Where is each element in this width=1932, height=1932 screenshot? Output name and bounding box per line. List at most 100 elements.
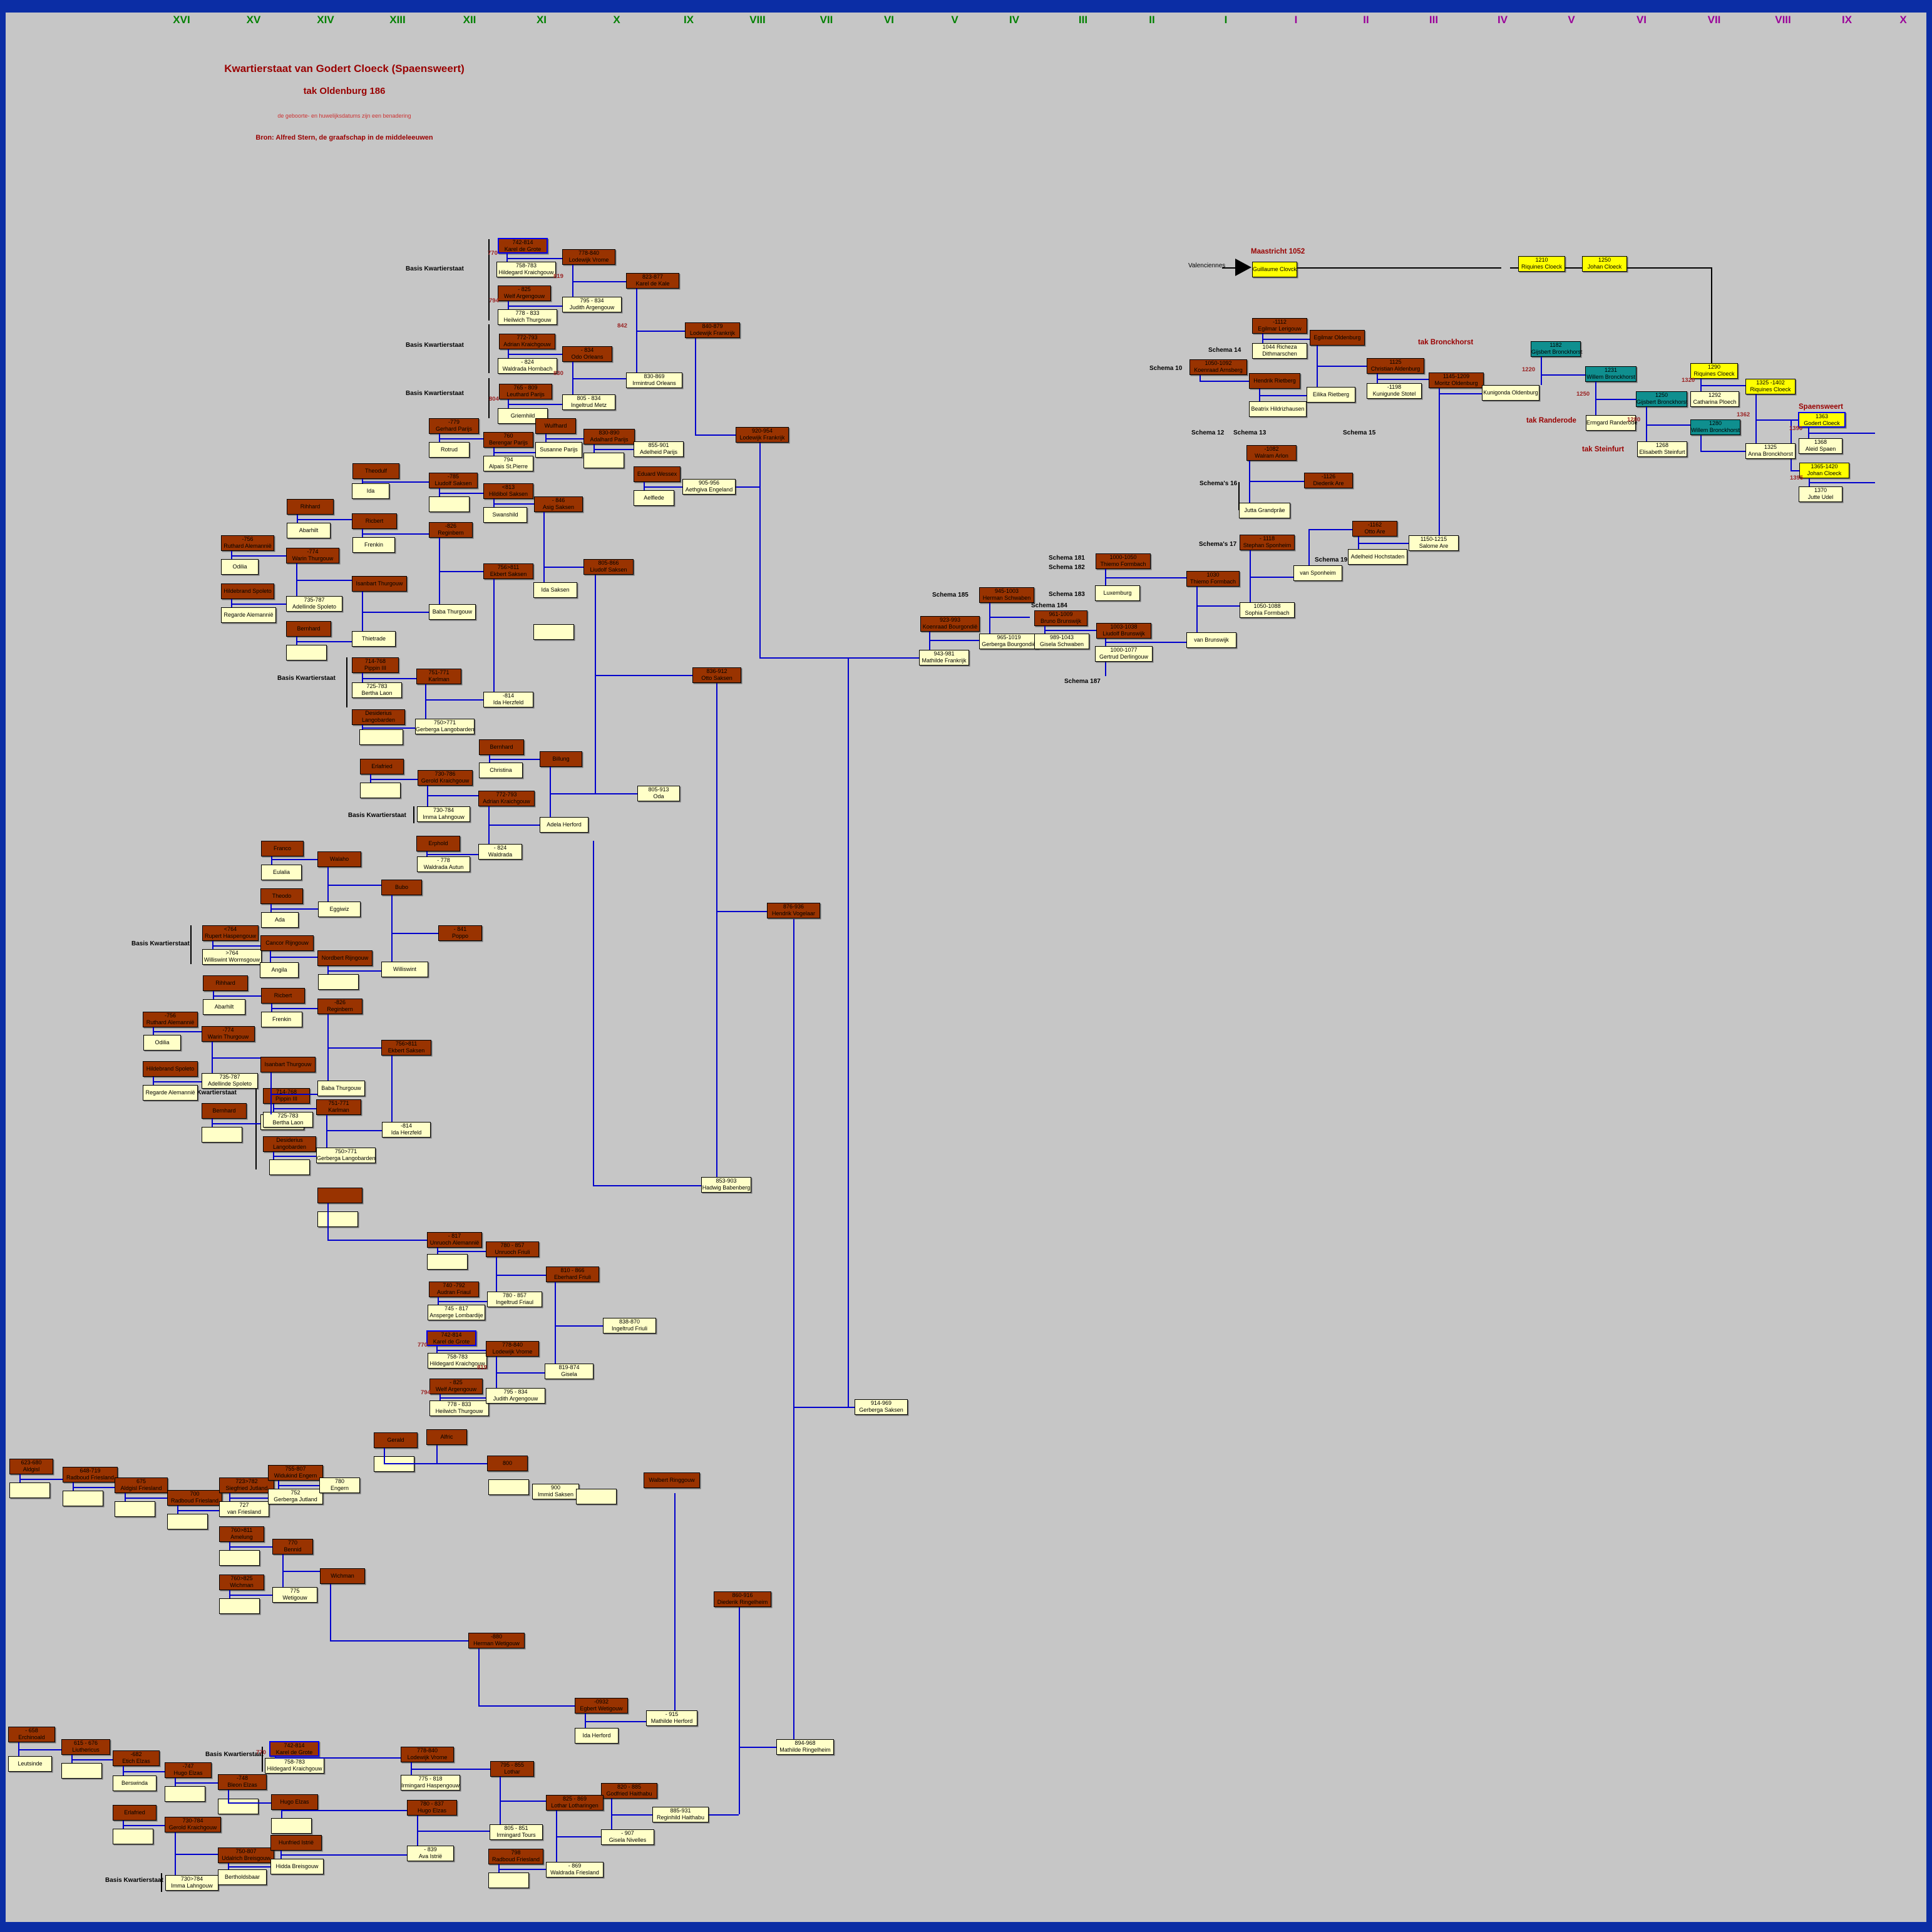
person-name: Theodo — [272, 893, 292, 899]
person-dates: 805-866 — [598, 560, 619, 566]
person-dates: 742-814 — [441, 1332, 462, 1338]
person-dates: 760>811 — [230, 1527, 253, 1533]
person-dates: 758-783 — [515, 262, 537, 269]
person-name: Kunigunde Stotel — [1372, 391, 1416, 397]
generation-label: VI — [883, 14, 895, 26]
edge-line — [212, 1119, 213, 1127]
person-box: Alfric — [426, 1429, 467, 1445]
person-name: Gisela Nivelles — [609, 1837, 647, 1843]
person-box: -826 Reginbern — [317, 999, 362, 1014]
person-dates: 853-903 — [716, 1178, 737, 1184]
person-name: 800 — [502, 1460, 513, 1466]
person-box: <764 Rupert Haspengouw — [202, 925, 259, 941]
person-dates: 920-954 — [751, 428, 773, 434]
person-dates: 730>784 — [180, 1876, 203, 1882]
generation-label: I — [1294, 14, 1298, 26]
generation-label: XII — [463, 14, 476, 26]
person-box: 920-954 Lodewijk Frankrijk — [736, 427, 789, 443]
generation-label: VII — [1707, 14, 1721, 26]
person-name: Cancor Rijngouw — [265, 940, 309, 946]
person-name: Gerberga Saksen — [859, 1407, 903, 1413]
person-name: Jutta Grandprâe — [1244, 507, 1285, 513]
person-dates: 780 — [334, 1478, 345, 1484]
edge-line — [296, 580, 352, 581]
person-dates: 745 - 817 — [444, 1305, 469, 1312]
person-name: Egilmar Lerigouw — [1258, 326, 1302, 332]
person-box: - 846 Asig Saksen — [534, 496, 583, 512]
person-box: 750>771 Gerberga Langobarden — [316, 1148, 376, 1163]
edge-line — [488, 825, 540, 826]
person-name: Erlafried — [371, 763, 393, 769]
person-name: Adellinde Spoleto — [292, 604, 337, 610]
person-box: 1231 Willem Bronckhorst — [1585, 366, 1637, 382]
edge-line — [229, 1590, 230, 1598]
person-box: Eilika Rietberg — [1307, 387, 1355, 403]
person-name: Ida Saksen — [541, 587, 570, 593]
edge-line — [716, 911, 767, 912]
person-box: 819-874 Gisela — [545, 1364, 593, 1379]
person-box: >764 Williswint Wormsgouw — [202, 949, 262, 965]
person-box: Bernhard — [286, 621, 331, 637]
person-name: Eulalia — [272, 869, 290, 875]
person-name: Thiemo Formbach — [1100, 561, 1146, 567]
person-box: Baba Thurgouw — [429, 604, 476, 620]
person-dates: - 825 — [518, 286, 531, 292]
person-box: Desiderius Langobarden — [263, 1136, 316, 1152]
person-box: <813 Hildibol Saksen — [483, 483, 533, 499]
person-name: Bertholdsbaar — [224, 1874, 260, 1880]
person-name: Aldgisl — [23, 1466, 40, 1472]
person-dates: -1162 — [1367, 522, 1382, 528]
edge-line — [759, 657, 919, 659]
person-name: Hugo Elzas — [280, 1799, 309, 1805]
chart-note: de geboorte- en huwelijksdatums zijn een… — [277, 113, 411, 119]
person-name: Mathilde Frankrijk — [922, 657, 967, 664]
person-box: - 824 Waldrada Hornbach — [498, 358, 557, 374]
person-box: Berswinda — [113, 1775, 157, 1791]
person-box — [286, 645, 327, 660]
person-box: - 834 Odo Orleans — [562, 346, 612, 362]
person-name: Regarde Alemannië — [145, 1089, 195, 1096]
edge-line — [362, 533, 429, 535]
edge-line — [556, 1836, 601, 1837]
person-box: Walbert Ringgouw — [644, 1472, 700, 1488]
person-name: Dithmarschen — [1262, 351, 1297, 357]
person-dates: -785 — [447, 473, 459, 480]
person-box: -814 Ida Herzfeld — [382, 1122, 431, 1138]
person-box: - 824 Waldrada — [478, 844, 522, 860]
person-box — [202, 1127, 242, 1143]
edge-line — [384, 1448, 385, 1463]
person-dates: -774 — [222, 1027, 234, 1033]
person-box: Bubo — [381, 880, 422, 895]
person-name: Reginbern — [327, 1006, 353, 1012]
edge-line — [391, 1056, 393, 1122]
schema-label: Schema 182 — [1049, 564, 1085, 571]
person-name: Franco — [273, 845, 291, 851]
person-box: -756 Ruthard Alemannië — [143, 1012, 198, 1027]
edge-line — [275, 1757, 401, 1759]
edge-line — [543, 512, 545, 582]
person-name: Anna Bronckhorst — [1748, 451, 1793, 457]
person-box: 1145-1209 Moritz Oldenburg — [1429, 373, 1484, 388]
chart-title: Kwartierstaat van Godert Cloeck (Spaensw… — [224, 63, 465, 75]
person-box: van Sponheim — [1293, 565, 1342, 581]
edge-line — [231, 604, 286, 605]
marriage-year: 804 — [489, 396, 499, 403]
person-box: Guillaume Clovck — [1252, 262, 1297, 277]
person-dates: 758-783 — [446, 1354, 468, 1360]
person-box: 615 - 676 Liuthericus — [61, 1739, 110, 1755]
person-box: Eulalia — [261, 865, 302, 880]
person-dates: 1000-1050 — [1109, 554, 1137, 560]
edge-line — [1105, 654, 1106, 676]
person-dates: -756 — [164, 1012, 176, 1019]
edge-line — [175, 1782, 218, 1784]
person-box: 778-840 Lodewijk Vrome — [401, 1747, 454, 1762]
person-box: Odilia — [221, 559, 259, 575]
generation-label: V — [951, 14, 958, 26]
person-box: Egilmar Oldenburg — [1310, 330, 1365, 346]
edge-line — [439, 1397, 486, 1399]
person-name: Willem Bronckhorst — [1586, 374, 1635, 380]
schema-label: Schema 183 — [1049, 591, 1085, 598]
edge-line — [411, 1769, 490, 1770]
edge-line — [327, 1047, 381, 1049]
person-dates: -814 — [502, 692, 514, 699]
